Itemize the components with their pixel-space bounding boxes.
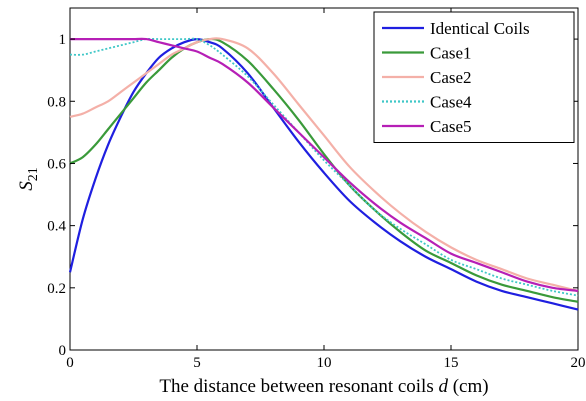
x-tick-label: 15 [444, 355, 459, 371]
y-tick-label: 0.6 [47, 156, 66, 172]
y-axis-label-subscript: 21 [26, 167, 41, 181]
y-tick-label: 1 [59, 32, 67, 48]
x-axis-label: The distance between resonant coils d (c… [159, 376, 488, 397]
y-tick-label: 0.4 [47, 219, 66, 235]
y-axis-label-symbol: S [16, 181, 37, 191]
legend-box [373, 11, 575, 143]
legend-label: Case4 [430, 93, 472, 112]
x-axis-label-unit: (cm) [453, 376, 489, 397]
x-axis-label-variable: d [438, 376, 448, 397]
x-tick-label: 10 [317, 355, 332, 371]
legend-label: Case2 [430, 68, 472, 87]
legend-label: Case5 [430, 117, 472, 136]
series-line-case1 [69, 37, 579, 303]
series-line-case4 [69, 37, 579, 297]
ticks-layer: 0 5 10 15 20 0 0.2 0.4 0.6 0.8 1 [47, 8, 586, 371]
series-line-case5 [70, 37, 579, 293]
x-tick-label: 5 [193, 355, 201, 371]
legend-label: Case1 [430, 44, 472, 63]
x-tick-label: 20 [571, 355, 586, 371]
x-tick-label: 0 [66, 355, 74, 371]
y-tick-label: 0.8 [47, 94, 66, 110]
legend-label: Identical Coils [430, 19, 530, 38]
series-layer [68, 37, 579, 311]
y-axis-label: S21 [16, 167, 41, 191]
y-tick-label: 0 [59, 343, 67, 359]
x-axis-label-text: The distance between resonant coils [159, 376, 433, 397]
y-tick-label: 0.2 [47, 281, 66, 297]
series-line-case2 [69, 37, 579, 292]
legend: Identical Coils Case1 Case2 Case4 Case5 [373, 11, 575, 143]
